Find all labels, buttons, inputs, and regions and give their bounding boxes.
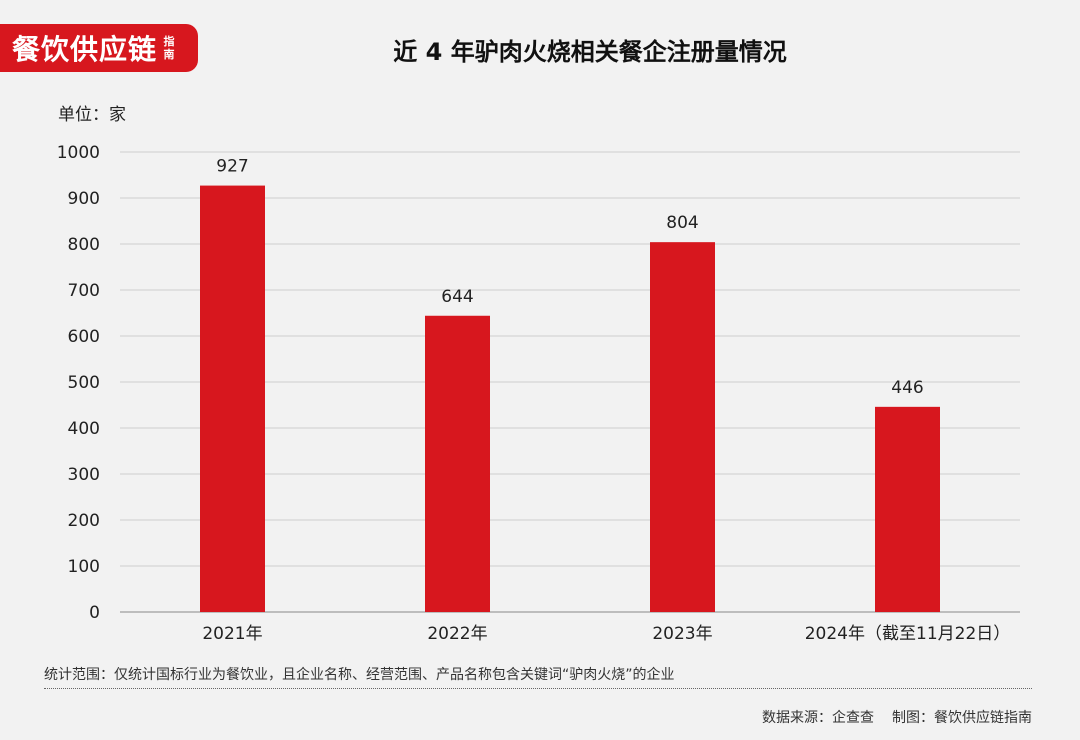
y-tick-label: 700 (68, 281, 100, 301)
y-tick-label: 500 (68, 373, 100, 393)
y-tick-label: 900 (68, 189, 100, 209)
x-tick-label: 2021年 (202, 624, 262, 644)
x-tick-label: 2022年 (427, 624, 487, 644)
source-line: 数据来源：企查查 制图：餐饮供应链指南 (762, 707, 1032, 727)
y-tick-label: 300 (68, 465, 100, 485)
unit-label: 单位：家 (58, 105, 126, 125)
made-by: 制图：餐饮供应链指南 (892, 710, 1032, 726)
y-tick-label: 1000 (57, 143, 100, 163)
data-label: 446 (891, 378, 923, 398)
y-tick-label: 0 (89, 603, 100, 623)
data-label: 644 (441, 287, 473, 307)
footnote: 统计范围：仅统计国标行业为餐饮业，且企业名称、经营范围、产品名称包含关键词“驴肉… (44, 667, 675, 683)
y-tick-label: 100 (68, 557, 100, 577)
bar (200, 185, 265, 612)
data-label: 804 (666, 213, 698, 233)
bar (875, 406, 940, 612)
y-tick-label: 400 (68, 419, 100, 439)
y-tick-label: 200 (68, 511, 100, 531)
divider (44, 688, 1032, 689)
data-source: 数据来源：企查查 (762, 710, 874, 726)
y-tick-label: 800 (68, 235, 100, 255)
brand-logo: 餐饮供应链 指南 (0, 24, 198, 72)
x-tick-label: 2023年 (652, 624, 712, 644)
bar (425, 315, 490, 612)
bar (650, 242, 715, 612)
x-tick-label: 2024年（截至11月22日） (805, 624, 1011, 644)
chart-title: 近 4 年驴肉火烧相关餐企注册量情况 (393, 38, 787, 66)
bar-chart: 0 100 200 300 400 500 600 700 800 900 1000 927 644 8… (57, 143, 1020, 644)
y-tick-label: 600 (68, 327, 100, 347)
logo-text: 餐饮供应链 (12, 33, 158, 66)
data-label: 927 (216, 157, 248, 177)
logo-subtext: 指南 (163, 35, 175, 61)
